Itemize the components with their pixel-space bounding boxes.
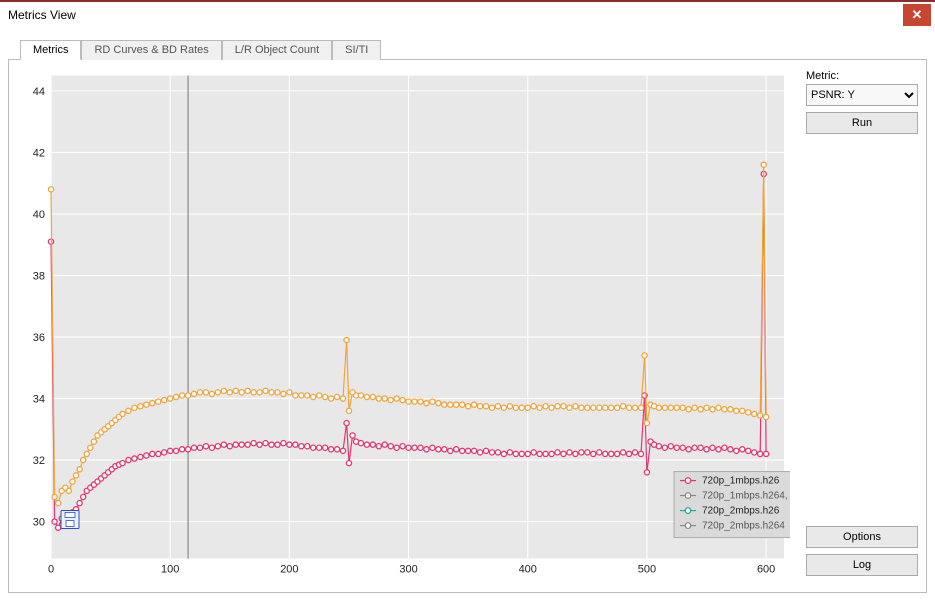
tab-siti[interactable]: SI/TI	[332, 40, 381, 60]
svg-text:36: 36	[33, 332, 45, 344]
svg-text:0: 0	[48, 564, 54, 576]
svg-text:720p_1mbps.h264,: 720p_1mbps.h264,	[702, 491, 788, 502]
options-button[interactable]: Options	[806, 526, 918, 548]
metric-select[interactable]: PSNR: Y	[806, 84, 918, 106]
metric-label: Metric:	[806, 70, 918, 82]
svg-text:30: 30	[33, 517, 45, 529]
tab-rd-curves[interactable]: RD Curves & BD Rates	[81, 40, 221, 60]
svg-text:600: 600	[757, 564, 775, 576]
tab-lr-object-count[interactable]: L/R Object Count	[222, 40, 332, 60]
window-title: Metrics View	[8, 8, 903, 22]
svg-text:40: 40	[33, 209, 45, 221]
svg-text:500: 500	[638, 564, 656, 576]
log-button[interactable]: Log	[806, 554, 918, 576]
svg-text:44: 44	[33, 86, 45, 98]
svg-text:42: 42	[33, 147, 45, 159]
side-panel: Metric: PSNR: Y Run Options Log	[798, 60, 926, 592]
svg-text:100: 100	[161, 564, 179, 576]
svg-text:38: 38	[33, 270, 45, 282]
metrics-chart[interactable]: 0 100 200 300 400 500 600 30 32 34 36 38 40 42 44 720p_…	[17, 68, 790, 584]
metrics-view-window: Metrics View ✕ Metrics RD Curves & BD Ra…	[0, 0, 935, 601]
svg-text:400: 400	[519, 564, 537, 576]
svg-text:720p_2mbps.h26: 720p_2mbps.h26	[702, 506, 780, 517]
close-icon: ✕	[912, 7, 923, 23]
svg-text:34: 34	[33, 394, 45, 406]
titlebar: Metrics View ✕	[0, 2, 935, 27]
tab-metrics[interactable]: Metrics	[20, 40, 81, 60]
svg-text:200: 200	[280, 564, 298, 576]
svg-text:32: 32	[33, 455, 45, 467]
chart-pane: 0 100 200 300 400 500 600 30 32 34 36 38 40 42 44 720p_…	[9, 60, 798, 592]
svg-text:720p_1mbps.h26: 720p_1mbps.h26	[702, 476, 780, 487]
content-area: 0 100 200 300 400 500 600 30 32 34 36 38 40 42 44 720p_…	[8, 60, 927, 593]
close-button[interactable]: ✕	[903, 4, 931, 26]
tabstrip: Metrics RD Curves & BD Rates L/R Object …	[8, 33, 927, 60]
svg-text:300: 300	[399, 564, 417, 576]
run-button[interactable]: Run	[806, 112, 918, 134]
svg-text:720p_2mbps.h264: 720p_2mbps.h264	[702, 521, 785, 532]
